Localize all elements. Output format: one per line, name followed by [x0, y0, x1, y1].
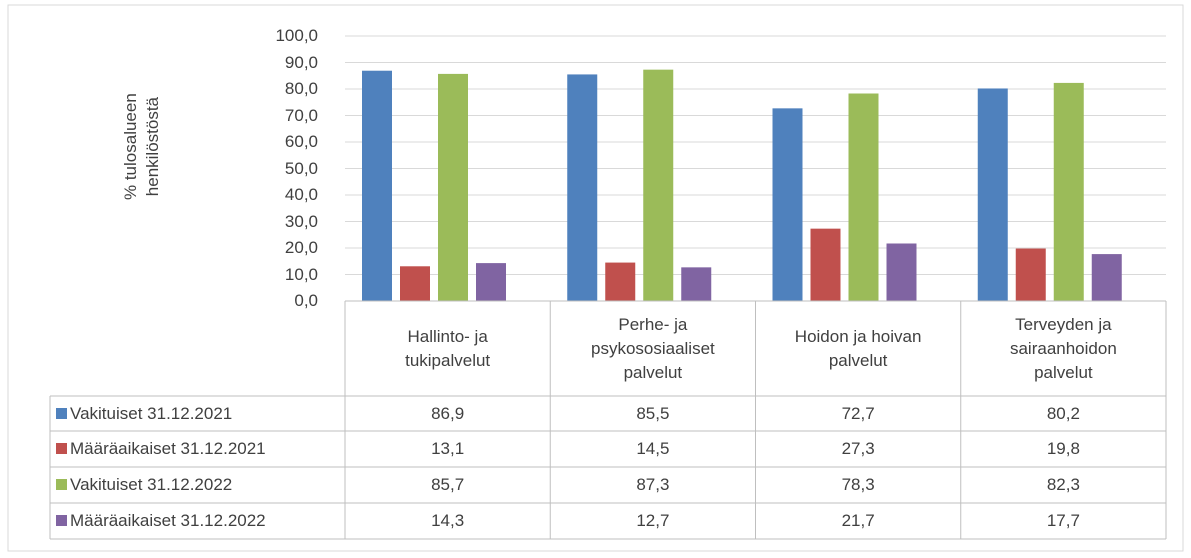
chart-border	[7, 4, 1184, 552]
bar	[476, 263, 506, 301]
table-value: 13,1	[431, 439, 465, 458]
legend-label: Määräaikaiset 31.12.2022	[70, 511, 266, 530]
table-value: 86,9	[431, 403, 465, 423]
table-value: 85,7	[431, 475, 465, 494]
y-tick-label: 80,0	[284, 79, 318, 98]
legend-label: Vakituiset 31.12.2022	[70, 475, 233, 494]
table-value: 80,2	[1046, 403, 1080, 423]
table-value: 21,7	[841, 511, 875, 530]
category-label: Perhe- ja psykososiaaliset palvelut	[590, 314, 715, 382]
y-tick-label: 100,0	[275, 26, 318, 45]
table-value: 17,7	[1046, 511, 1080, 530]
legend-label: Vakituiset 31.12.2021	[70, 403, 233, 423]
table-value: 14,3	[431, 511, 465, 530]
y-tick-label: 20,0	[284, 238, 318, 257]
bar	[1053, 82, 1084, 301]
legend-label: Määräaikaiset 31.12.2021	[70, 439, 266, 458]
table-value: 19,8	[1046, 439, 1080, 458]
y-axis-label-line: henkilöstöstä	[143, 96, 162, 197]
bar	[643, 69, 674, 301]
y-tick-label: 40,0	[284, 185, 318, 204]
table-value: 27,3	[841, 439, 875, 458]
y-tick-label: 60,0	[284, 132, 318, 151]
y-tick-label: 10,0	[284, 264, 318, 284]
bar	[848, 93, 879, 301]
table-value: 82,3	[1046, 475, 1080, 494]
y-tick-label: 0,0	[294, 291, 318, 310]
y-tick-label: 90,0	[284, 52, 318, 72]
bar	[438, 73, 468, 302]
bar	[567, 74, 598, 301]
bar	[681, 267, 712, 301]
bar	[400, 266, 430, 301]
y-axis-label: % tulosalueen henkilöstöstä	[120, 93, 164, 200]
bar	[605, 262, 636, 301]
legend-swatch	[56, 515, 67, 526]
y-tick-label: 70,0	[284, 105, 318, 125]
legend-swatch	[56, 407, 67, 419]
table-value: 72,7	[841, 403, 875, 423]
y-axis-label-line: % tulosalueen	[121, 93, 140, 200]
category-label: Hallinto- ja tukipalvelut	[405, 326, 491, 370]
legend-swatch	[56, 479, 67, 490]
bar	[886, 243, 917, 301]
table-value: 14,5	[636, 439, 670, 458]
table-value: 87,3	[636, 475, 670, 494]
legend-swatch	[56, 443, 67, 454]
table-value: 12,7	[636, 511, 670, 530]
category-label: Hoidon ja hoivan palvelut	[794, 326, 922, 370]
table-value: 78,3	[841, 475, 875, 494]
y-tick-label: 30,0	[284, 211, 318, 231]
bar	[1015, 248, 1046, 301]
y-tick-label: 50,0	[284, 158, 318, 178]
table-value: 85,5	[636, 403, 670, 423]
bar	[977, 88, 1008, 301]
category-label: Terveyden ja sairaanhoidon palvelut	[1009, 314, 1117, 382]
bar	[1091, 254, 1122, 301]
bar	[772, 108, 803, 301]
bar	[362, 70, 392, 301]
bar	[810, 228, 841, 301]
